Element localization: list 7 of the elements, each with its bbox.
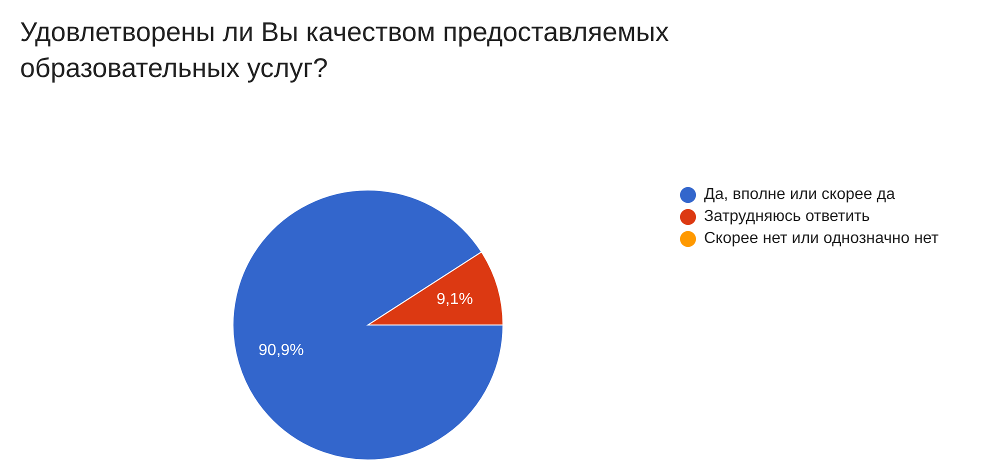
data-label: 90,9%	[258, 342, 304, 360]
pie-slice	[232, 190, 504, 460]
legend-label: Скорее нет или однозначно нет	[704, 230, 939, 247]
legend-label: Да, вполне или скорее да	[704, 186, 895, 203]
chart-title: Удовлетворены ли Вы качеством предоставляемых образовательных услуг?	[20, 16, 670, 85]
data-label: 9,1%	[436, 290, 474, 308]
legend-label: Затрудняюсь ответить	[704, 208, 870, 225]
